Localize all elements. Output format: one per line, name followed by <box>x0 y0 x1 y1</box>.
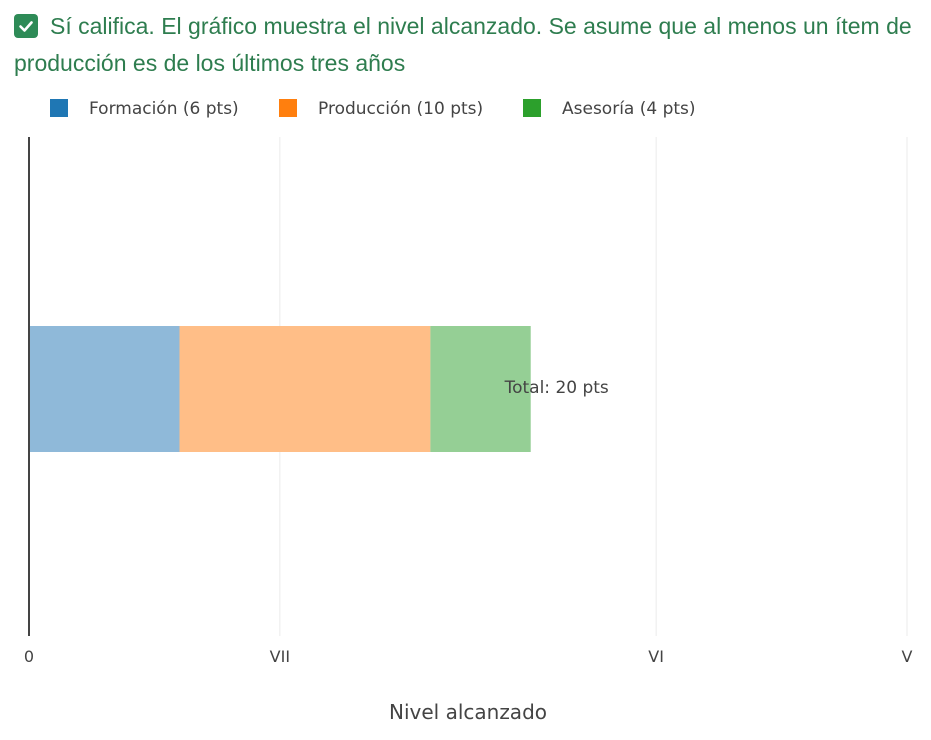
bar-segment-1 <box>29 326 180 452</box>
bar-segment-3 <box>430 326 531 452</box>
legend-swatch-3 <box>523 99 541 117</box>
bar-segments <box>29 326 531 452</box>
qualification-status: Sí califica. El gráfico muestra el nivel… <box>14 8 919 82</box>
x-tick-label-4: V <box>902 647 913 666</box>
bar-segment-2 <box>179 326 431 452</box>
x-axis-ticks: 0 VII VI V <box>24 647 913 666</box>
legend-swatch-2 <box>279 99 297 117</box>
x-tick-label-3: VI <box>648 647 664 666</box>
x-tick-label-1: 0 <box>24 647 34 666</box>
chart-legend: Formación (6 pts) Producción (10 pts) Ases… <box>50 99 696 119</box>
legend-label-2: Producción (10 pts) <box>318 99 483 119</box>
legend-label-1: Formación (6 pts) <box>89 99 239 119</box>
x-tick-label-2: VII <box>270 647 290 666</box>
status-message: Sí califica. El gráfico muestra el nivel… <box>14 13 912 76</box>
legend-label-3: Asesoría (4 pts) <box>562 99 696 119</box>
x-axis-title: Nivel alcanzado <box>389 700 547 724</box>
total-annotation: Total: 20 pts <box>504 378 609 398</box>
checkbox-checked-icon <box>14 14 38 38</box>
legend-swatch-1 <box>50 99 68 117</box>
